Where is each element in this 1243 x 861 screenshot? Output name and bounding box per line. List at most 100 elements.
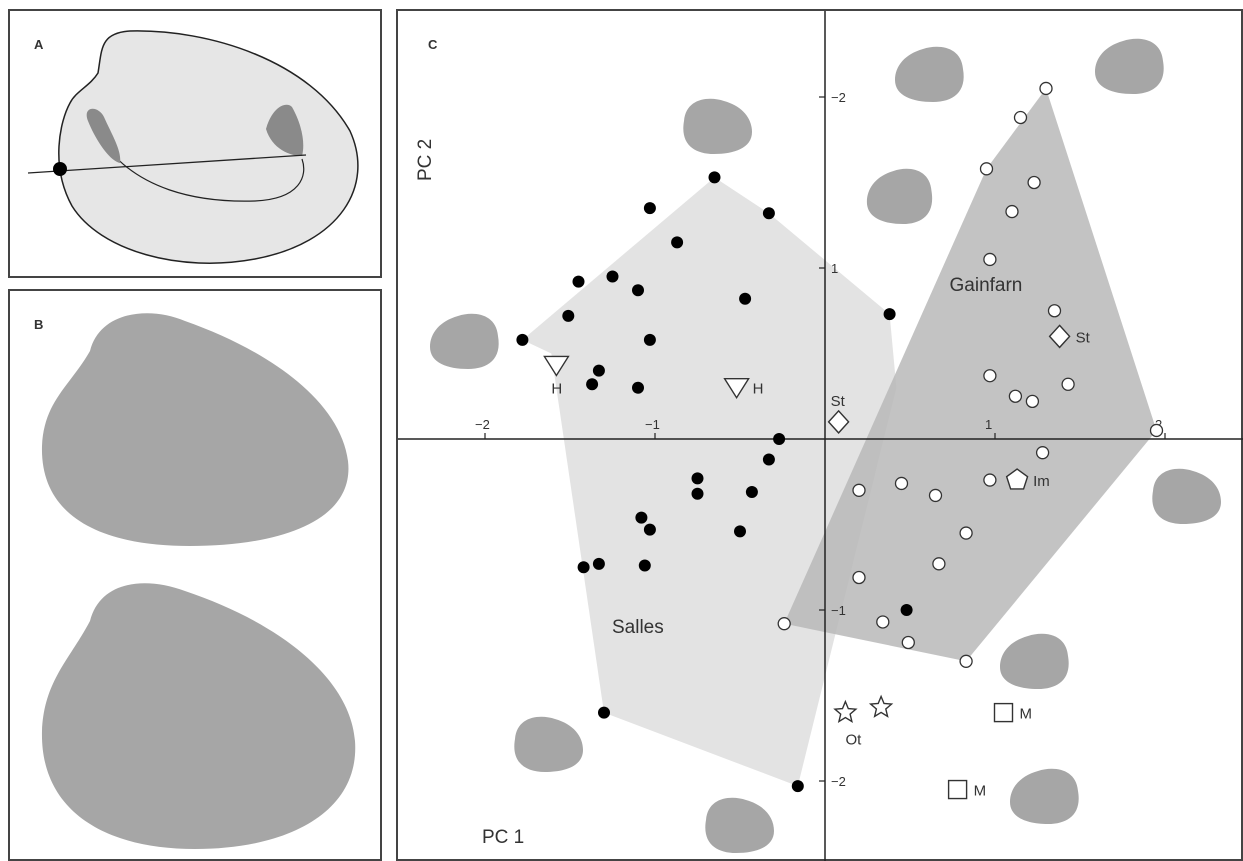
- gainfarn-point: [1005, 204, 1019, 219]
- salles-point: [632, 284, 644, 297]
- shell-outline: [58, 30, 359, 264]
- outline-thumbnail-2: [866, 168, 933, 224]
- outline-shapes: [41, 313, 356, 849]
- outline-thumbnail-3: [430, 313, 499, 369]
- outline-thumbnail-1: [895, 46, 964, 102]
- salles-point: [592, 364, 605, 377]
- posterior-muscle-scar: [266, 104, 304, 156]
- gainfarn-point: [928, 488, 943, 503]
- annotation-gainfarn: Gainfarn: [950, 275, 1023, 296]
- gainfarn-point: [852, 483, 866, 497]
- gainfarn-point: [876, 615, 890, 629]
- panel-b: B: [8, 289, 382, 861]
- outline-thumbnail-6: [514, 716, 583, 772]
- anterior-muscle-scar: [86, 108, 121, 163]
- gainfarn-point: [1047, 304, 1062, 318]
- triangle-marker: [723, 378, 750, 400]
- salles-point: [691, 487, 704, 500]
- chart-labels: Salles Gainfarn Ot: [612, 275, 1022, 748]
- star-marker: [868, 694, 894, 718]
- salles-point: [734, 525, 746, 538]
- salles-point: [632, 381, 644, 394]
- gainfarn-point: [1039, 81, 1053, 96]
- salles-point: [516, 333, 529, 346]
- gainfarn-point: [777, 617, 791, 631]
- panel-a-label: A: [34, 37, 44, 52]
- x-tick-label: 1: [985, 417, 992, 432]
- gainfarn-point: [1061, 377, 1075, 391]
- gainfarn-point: [979, 162, 994, 176]
- salles-point: [606, 270, 619, 283]
- inner-lobe-outline: [109, 150, 305, 202]
- landmark-point: [53, 162, 67, 176]
- panel-c-label: C: [428, 37, 438, 52]
- salles-point: [586, 378, 599, 391]
- gainfarn-point: [1149, 423, 1164, 438]
- gainfarn-point: [959, 526, 973, 540]
- panel-b-label: B: [34, 317, 44, 332]
- landmark-diagram: [27, 30, 359, 264]
- marker-label: M: [1020, 706, 1033, 723]
- gainfarn-point: [894, 476, 909, 491]
- salles-point: [762, 207, 775, 220]
- marker-label: Im: [1033, 473, 1050, 490]
- gainfarn-point: [983, 369, 997, 383]
- salles-point: [638, 559, 651, 572]
- pentagon-marker: [1005, 468, 1029, 490]
- salles-point: [739, 292, 752, 305]
- diamond-marker: [827, 409, 850, 434]
- gainfarn-point: [1035, 446, 1050, 460]
- gainfarn-point: [1008, 389, 1023, 403]
- panel-a: A: [8, 9, 382, 278]
- salles-point: [592, 557, 605, 570]
- marker-label: H: [551, 380, 562, 397]
- salles-point: [635, 511, 648, 524]
- y-tick-label: −1: [831, 603, 846, 618]
- marker-label: H: [753, 381, 764, 398]
- salles-point: [883, 308, 896, 321]
- gainfarn-hull: [784, 88, 1157, 662]
- gainfarn-point: [852, 570, 866, 585]
- annotation-ot: Ot: [846, 731, 863, 748]
- salles-point: [900, 604, 913, 616]
- outline-shape-upper: [41, 313, 349, 546]
- data-points: [516, 81, 1164, 793]
- salles-point: [643, 333, 656, 346]
- x-tick-label: −2: [475, 417, 490, 432]
- salles-point: [773, 433, 786, 445]
- outline-thumbnail-7: [705, 797, 774, 853]
- x-tick-label: −1: [645, 417, 660, 432]
- square-marker: [947, 779, 968, 800]
- salles-point: [598, 706, 610, 719]
- square-marker: [993, 702, 1014, 723]
- outline-thumbnail-5: [1000, 633, 1069, 689]
- outline-thumbnail-4: [1152, 468, 1221, 524]
- salles-point: [745, 486, 758, 499]
- group-hulls: [522, 88, 1157, 787]
- marker-label: St: [831, 393, 846, 410]
- gainfarn-point: [932, 557, 946, 571]
- salles-point: [791, 780, 804, 793]
- chart-outline-shapes: [430, 38, 1221, 853]
- gainfarn-point: [1027, 175, 1041, 190]
- salles-point: [708, 171, 721, 184]
- salles-point: [691, 472, 704, 485]
- salles-point: [762, 453, 775, 466]
- gainfarn-point: [959, 654, 973, 668]
- gainfarn-point: [1025, 394, 1040, 409]
- y-tick-label: 1: [831, 261, 838, 276]
- outline-shape-lower: [41, 583, 356, 849]
- marker-label: St: [1076, 329, 1091, 346]
- y-tick-label: −2: [831, 774, 846, 789]
- salles-hull: [522, 177, 897, 787]
- triangle-marker: [543, 355, 570, 377]
- gainfarn-point: [983, 252, 997, 267]
- gainfarn-point: [901, 635, 915, 650]
- y-tick-label: −2: [831, 90, 846, 105]
- gainfarn-point: [983, 473, 997, 487]
- orientation-line: [27, 154, 307, 174]
- salles-point: [643, 523, 656, 536]
- marker-label: M: [974, 783, 987, 800]
